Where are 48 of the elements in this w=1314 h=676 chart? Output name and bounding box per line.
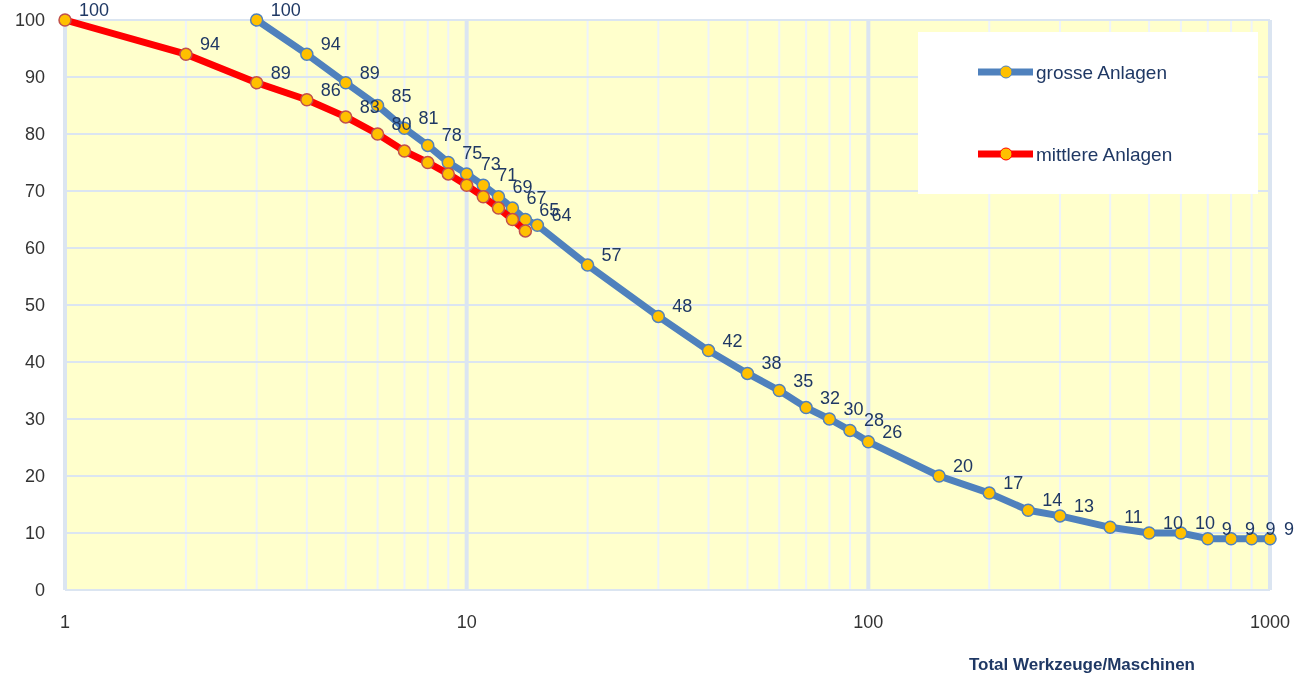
data-label: 35 [793,370,814,391]
y-tick-label: 40 [24,352,45,372]
data-label: 17 [1003,473,1024,494]
y-tick-label: 50 [24,295,45,315]
data-label: 94 [320,34,341,55]
y-tick-label: 80 [24,124,45,144]
data-label: 32 [820,387,841,408]
data-label: 9 [1221,518,1232,539]
data-label: 10 [1163,513,1184,533]
data-label: 81 [418,108,439,129]
data-label: 80 [391,114,412,134]
data-label: 85 [391,85,412,106]
data-label: 20 [953,456,974,476]
x-tick-label: 10 [456,612,477,632]
y-tick-label: 10 [24,523,45,543]
data-label: 100 [79,0,110,20]
data-label: 26 [882,421,903,442]
y-tick-label: 30 [24,409,45,429]
x-axis-title: Total Werkzeuge/Maschinen [968,655,1195,674]
data-label: 89 [359,62,380,83]
y-tick-label: 70 [24,181,45,201]
data-label: 57 [601,245,622,266]
data-label: 75 [462,142,483,163]
data-label: 11 [1124,507,1143,528]
data-label: 28 [863,410,884,431]
data-label: 78 [441,125,462,146]
data-label: 94 [199,34,220,55]
data-label: 38 [761,353,782,374]
data-label: 42 [722,330,743,351]
data-label: 13 [1073,495,1095,516]
legend-label: mittlere Anlagen [1036,144,1173,165]
data-label: 14 [1042,490,1063,511]
data-label: 30 [843,399,864,419]
y-tick-label: 20 [24,466,45,486]
legend-label: grosse Anlagen [1036,62,1167,83]
data-label: 86 [320,79,341,100]
data-label: 100 [270,0,301,20]
data-label: 89 [270,62,291,83]
y-tick-label: 60 [24,238,45,258]
y-tick-label: 100 [14,10,45,30]
y-tick-label: 90 [24,67,45,87]
data-label: 9 [1284,518,1295,539]
x-tick-label: 100 [853,612,884,632]
x-tick-label: 1000 [1249,612,1291,632]
y-tick-label: 0 [34,580,45,600]
data-label: 48 [672,296,693,317]
data-label: 10 [1194,513,1215,533]
x-tick-label: 1 [59,612,71,632]
